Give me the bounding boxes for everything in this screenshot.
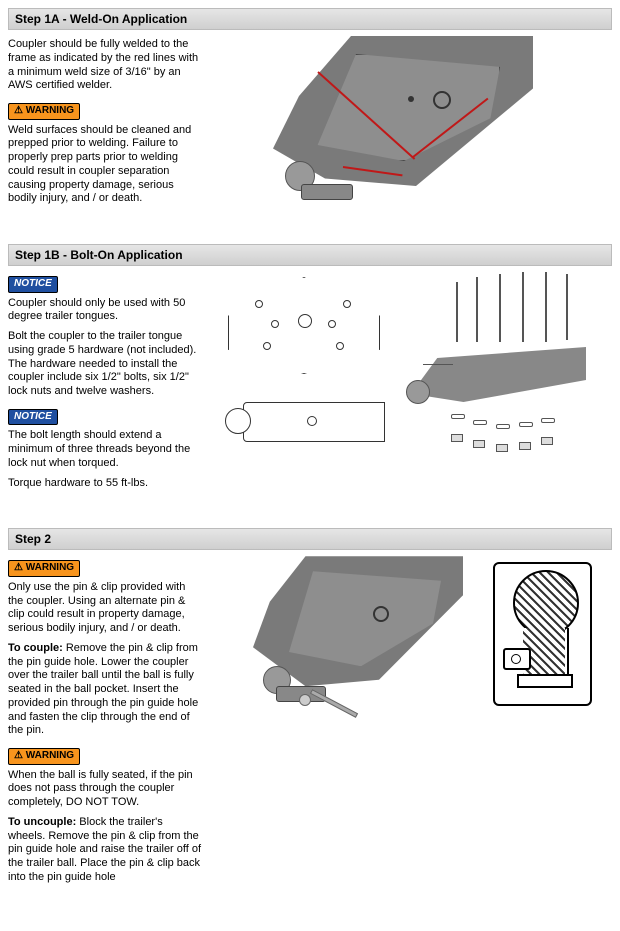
step1a-p1: Coupler should be fully welded to the fr… xyxy=(8,38,203,93)
warning-badge: WARNING xyxy=(8,748,80,765)
diagram-bolt-exploded xyxy=(401,272,596,457)
diagram-bolt-top xyxy=(213,272,388,382)
img-step2 xyxy=(213,556,612,890)
diagram-bolt-side xyxy=(213,390,388,452)
warning-badge: WARNING xyxy=(8,560,80,577)
section-step1b: Step 1B - Bolt-On Application NOTICE Cou… xyxy=(8,244,612,496)
step2-p1: To couple: Remove the pin & clip from th… xyxy=(8,642,203,738)
section-step1a: Step 1A - Weld-On Application Coupler sh… xyxy=(8,8,612,212)
step2-w2: When the ball is fully seated, if the pi… xyxy=(8,769,203,810)
header-step1a: Step 1A - Weld-On Application xyxy=(8,8,612,30)
step2-w1: Only use the pin & clip provided with th… xyxy=(8,581,203,636)
row-step2: WARNING Only use the pin & clip provided… xyxy=(8,556,612,890)
text-step1a: Coupler should be fully welded to the fr… xyxy=(8,36,203,212)
step1b-p1: Bolt the coupler to the trailer tongue u… xyxy=(8,330,203,399)
step1b-p2: Torque hardware to 55 ft-lbs. xyxy=(8,477,203,491)
step2-p2: To uncouple: Block the trailer's wheels.… xyxy=(8,816,203,885)
img-step1b xyxy=(213,272,612,496)
step1a-warn: Weld surfaces should be cleaned and prep… xyxy=(8,124,203,207)
text-step2: WARNING Only use the pin & clip provided… xyxy=(8,556,203,890)
diagram-couple xyxy=(213,556,473,731)
notice-badge: NOTICE xyxy=(8,409,58,426)
warning-badge: WARNING xyxy=(8,103,80,120)
text-step1b: NOTICE Coupler should only be used with … xyxy=(8,272,203,496)
step1b-n2: The bolt length should extend a minimum … xyxy=(8,429,203,470)
section-step2: Step 2 WARNING Only use the pin & clip p… xyxy=(8,528,612,890)
header-step1b: Step 1B - Bolt-On Application xyxy=(8,244,612,266)
diagram-cross-section xyxy=(481,556,596,711)
img-step1a xyxy=(213,36,612,212)
step1b-n1: Coupler should only be used with 50 degr… xyxy=(8,297,203,325)
row-step1a: Coupler should be fully welded to the fr… xyxy=(8,36,612,212)
notice-badge: NOTICE xyxy=(8,276,58,293)
header-step2: Step 2 xyxy=(8,528,612,550)
diagram-weld xyxy=(213,36,593,201)
row-step1b: NOTICE Coupler should only be used with … xyxy=(8,272,612,496)
